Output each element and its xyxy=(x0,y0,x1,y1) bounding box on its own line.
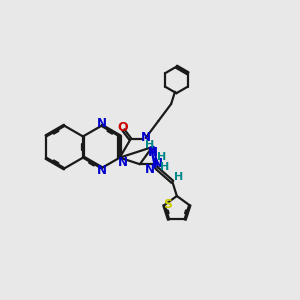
Text: N: N xyxy=(97,164,107,177)
Text: N: N xyxy=(141,131,151,144)
Text: N: N xyxy=(148,146,158,159)
Text: N: N xyxy=(145,163,155,176)
Text: N: N xyxy=(118,157,128,169)
Text: H: H xyxy=(174,172,184,182)
Text: H: H xyxy=(160,162,169,172)
Text: H: H xyxy=(146,140,155,150)
Text: S: S xyxy=(164,198,172,211)
Text: H: H xyxy=(158,152,167,162)
Text: N: N xyxy=(153,157,163,169)
Text: N: N xyxy=(97,117,107,130)
Text: O: O xyxy=(117,121,128,134)
